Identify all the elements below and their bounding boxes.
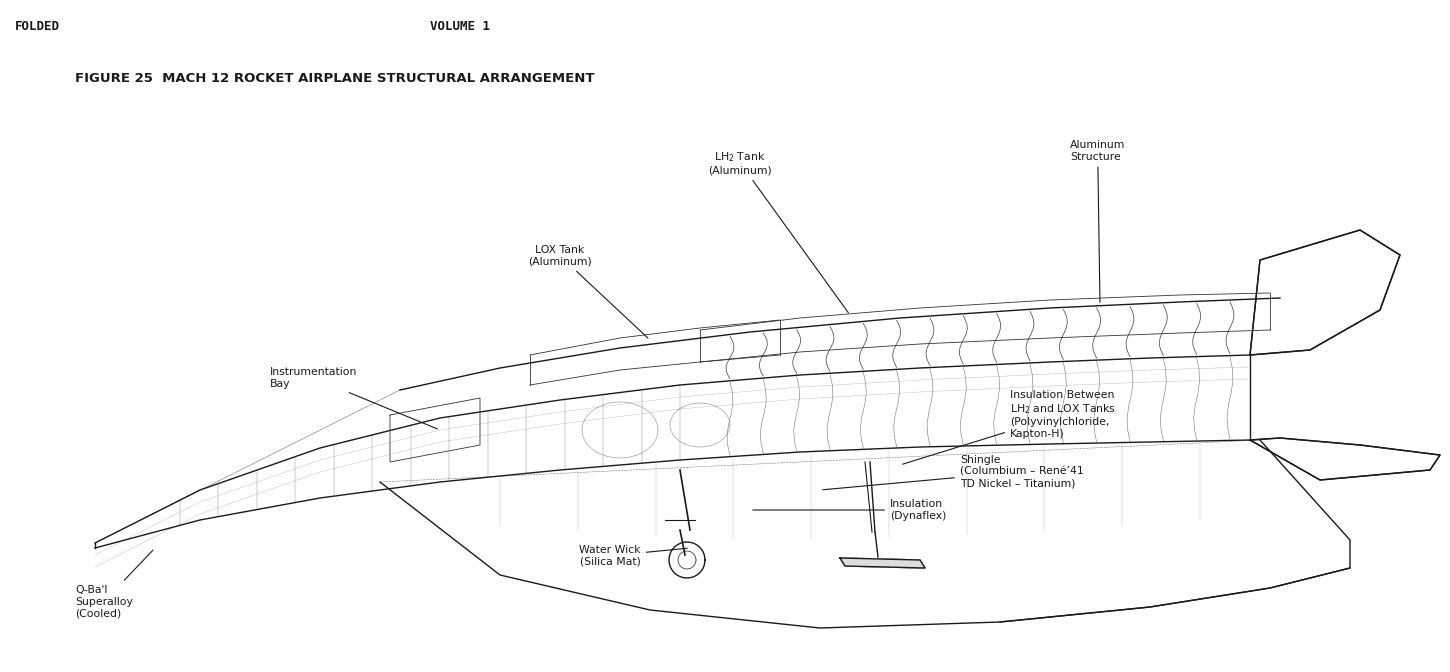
Text: Q-Ba'l
Superalloy
(Cooled): Q-Ba'l Superalloy (Cooled) [75,550,154,618]
Polygon shape [1250,438,1440,480]
Text: LH$_2$ Tank
(Aluminum): LH$_2$ Tank (Aluminum) [708,150,848,312]
Text: LOX Tank
(Aluminum): LOX Tank (Aluminum) [528,245,648,338]
Text: Shingle
(Columbium – René’41
TD Nickel – Titanium): Shingle (Columbium – René’41 TD Nickel –… [822,455,1083,490]
Text: VOLUME 1: VOLUME 1 [431,20,490,33]
Text: FOLDED: FOLDED [14,20,59,33]
Text: Insulation Between
LH$_2$ and LOX Tanks
(Polyvinylchloride,
Kapton-H): Insulation Between LH$_2$ and LOX Tanks … [903,390,1116,464]
Text: Insulation
(Dynaflex): Insulation (Dynaflex) [753,499,947,521]
Text: FIGURE 25  MACH 12 ROCKET AIRPLANE STRUCTURAL ARRANGEMENT: FIGURE 25 MACH 12 ROCKET AIRPLANE STRUCT… [75,72,594,85]
Polygon shape [1250,230,1401,355]
Text: Water Wick
(Silica Mat): Water Wick (Silica Mat) [579,545,687,566]
Text: Aluminum
Structure: Aluminum Structure [1070,140,1125,302]
Text: Instrumentation
Bay: Instrumentation Bay [270,367,438,429]
Polygon shape [840,558,925,568]
